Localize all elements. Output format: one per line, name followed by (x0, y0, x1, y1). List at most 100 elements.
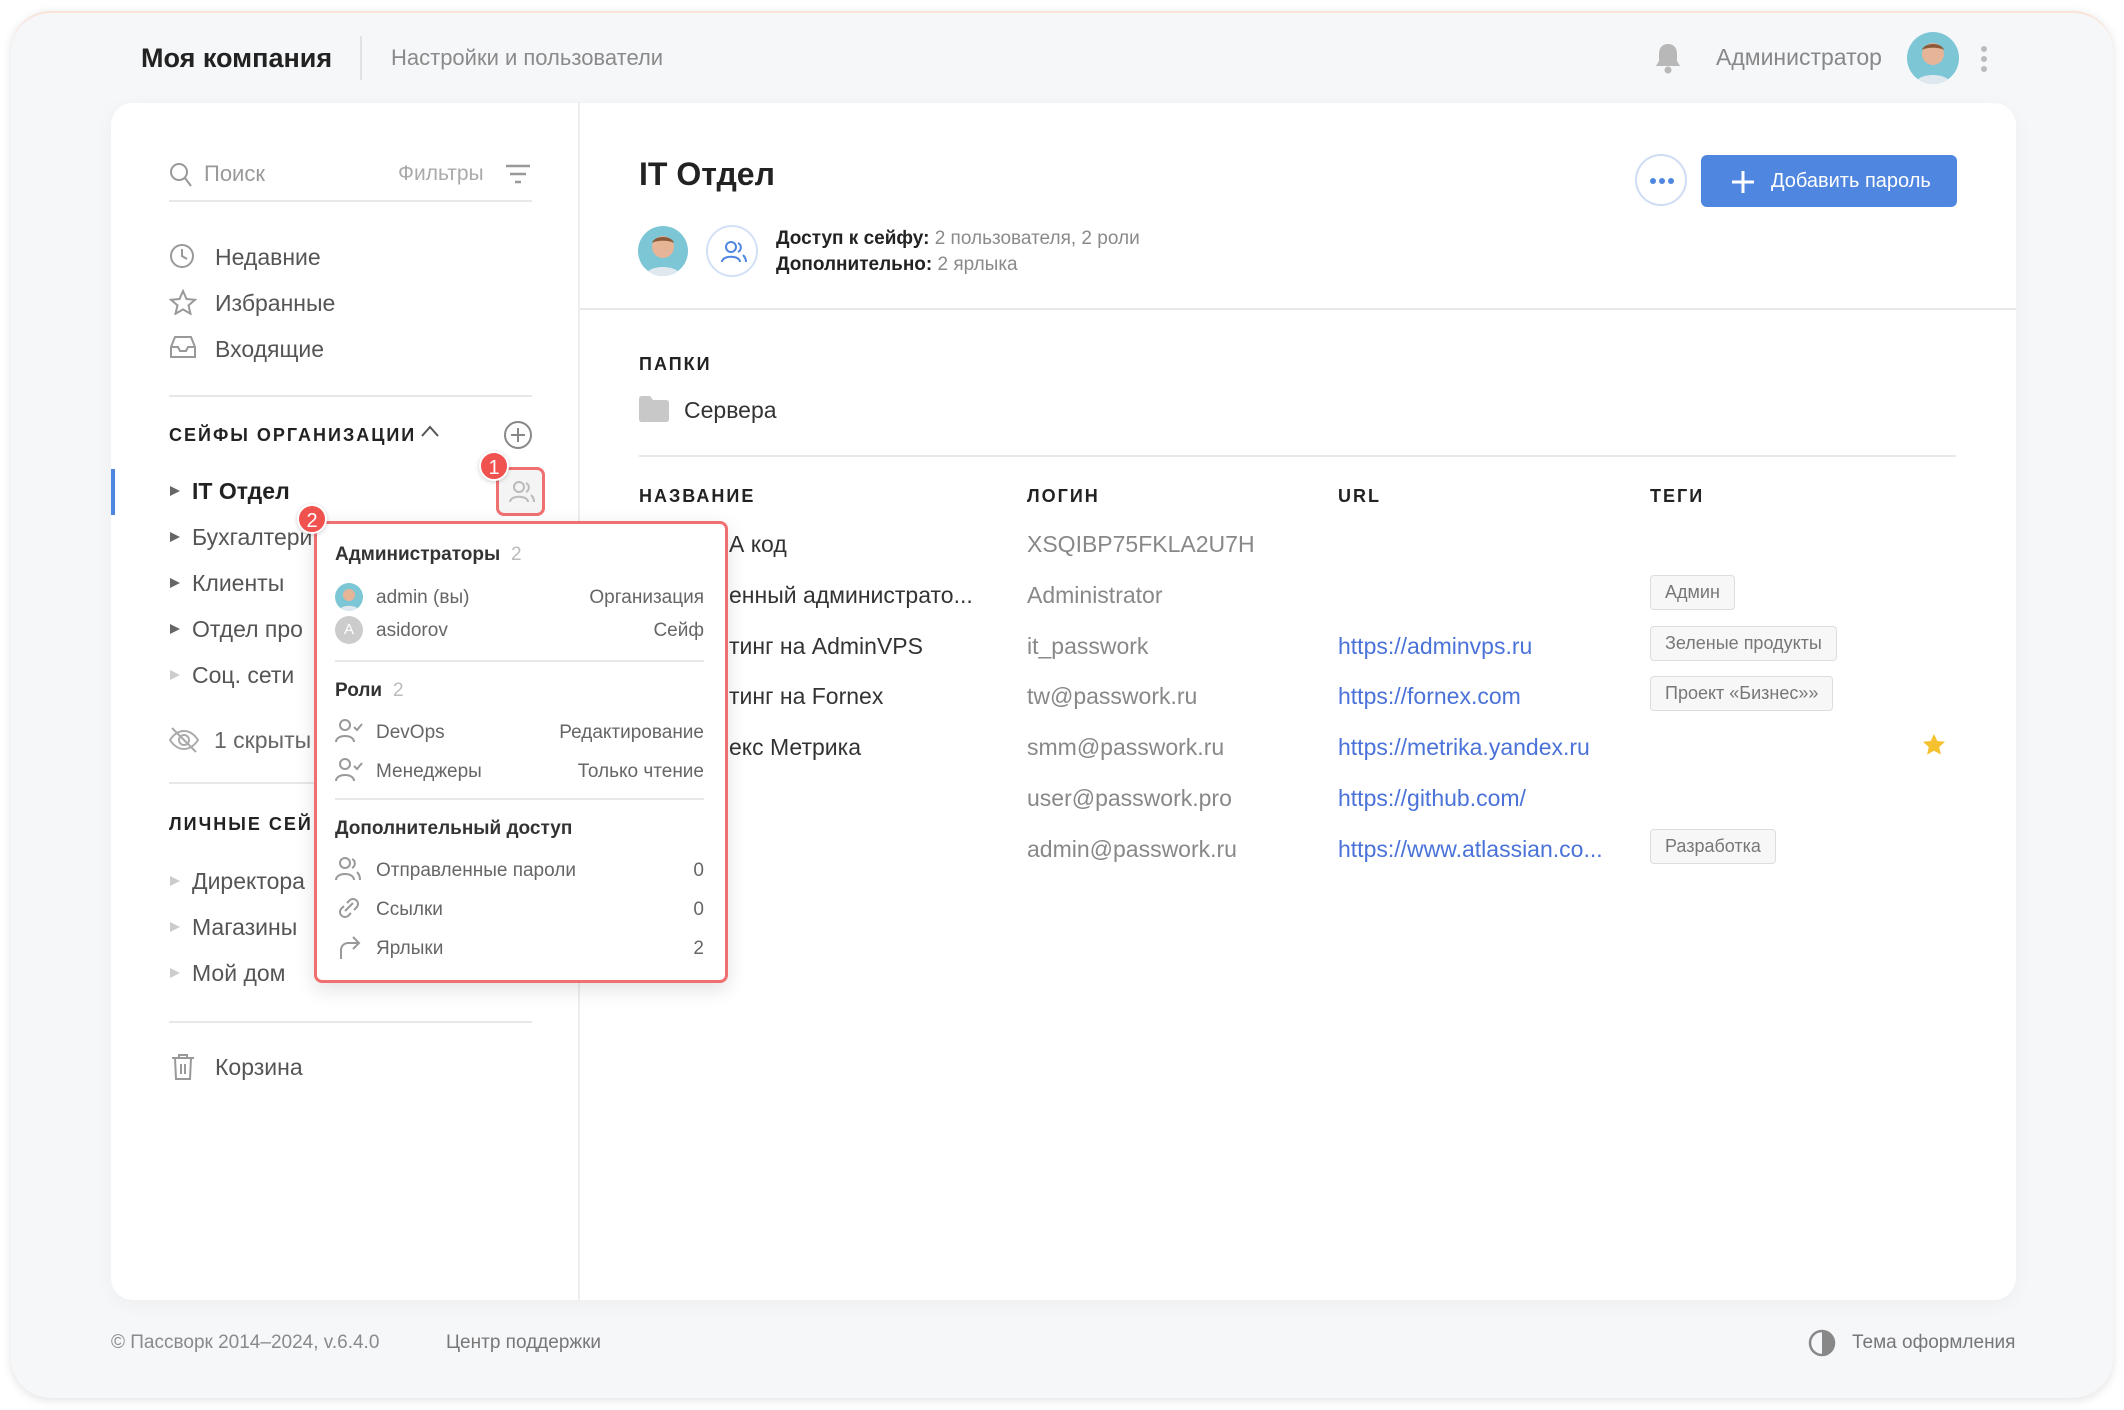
vault-access-button[interactable] (706, 225, 758, 277)
admin-avatar: A (335, 616, 363, 644)
add-vault-icon[interactable] (503, 420, 533, 455)
favorite-star-icon[interactable] (1922, 733, 1946, 762)
row-tag[interactable]: Админ (1650, 574, 1735, 610)
row-login[interactable]: tw@passwork.ru (1027, 683, 1198, 710)
hidden-vaults-link[interactable]: 1 скрыты (214, 727, 312, 753)
nav-divider (169, 395, 532, 397)
theme-toggle[interactable]: Тема оформления (1852, 1332, 2016, 1353)
row-tag[interactable]: Зеленые продукты (1650, 625, 1837, 661)
role-name[interactable]: DevOps (376, 722, 445, 743)
caret-right-icon[interactable] (169, 484, 181, 502)
copyright: © Пассворк 2014–2024, v.6.4.0 (111, 1332, 380, 1353)
vault-item[interactable]: Магазины (169, 912, 469, 942)
breadcrumb-settings[interactable]: Настройки и пользователи (391, 45, 664, 70)
chevron-up-icon[interactable] (420, 424, 440, 443)
role-icon (335, 757, 363, 788)
caret-right-icon[interactable] (169, 622, 181, 640)
roles-title: Роли (335, 680, 383, 701)
sidebar-item-1[interactable]: Избранные (168, 288, 529, 320)
support-link[interactable]: Центр поддержки (446, 1332, 602, 1353)
user-name[interactable]: Администратор (1716, 44, 1882, 70)
column-header[interactable]: НАЗВАНИЕ (639, 486, 756, 506)
folder-item[interactable]: Сервера (684, 397, 777, 423)
vault-label: Магазины (192, 914, 298, 940)
user-avatar[interactable] (1907, 32, 1959, 84)
owner-avatar[interactable] (638, 226, 688, 276)
role-name[interactable]: Менеджеры (376, 761, 482, 782)
vault-item[interactable]: Директора (169, 866, 469, 896)
sidebar-item-label: Входящие (215, 336, 325, 362)
bell-icon[interactable] (1654, 42, 1682, 74)
admins-count: 2 (511, 544, 522, 565)
filter-icon[interactable] (505, 164, 531, 189)
star-icon (168, 288, 198, 320)
row-login[interactable]: it_passwork (1027, 632, 1149, 659)
vault-item[interactable]: Соц. сети (169, 660, 469, 690)
access-value[interactable]: 2 пользователя, 2 роли (934, 228, 1140, 249)
row-login[interactable]: smm@passwork.ru (1027, 734, 1225, 761)
admin-name[interactable]: asidorov (376, 620, 448, 641)
add-password-button[interactable]: Добавить пароль (1701, 155, 1957, 207)
row-url[interactable]: https://fornex.com (1338, 683, 1521, 710)
inbox-icon (169, 335, 197, 364)
column-header[interactable]: URL (1338, 486, 1381, 506)
row-url[interactable]: https://metrika.yandex.ru (1338, 734, 1590, 761)
popup-divider (335, 798, 704, 800)
folder-icon (639, 396, 669, 427)
vault-label: Бухгалтери (192, 524, 313, 550)
step-badge-2: 2 (297, 504, 327, 534)
row-tag[interactable]: Разработка (1650, 828, 1776, 864)
row-login[interactable]: admin@passwork.ru (1027, 835, 1237, 862)
row-login[interactable]: Administrator (1027, 581, 1163, 608)
caret-right-icon[interactable] (169, 920, 181, 938)
vault-item[interactable]: Мой дом (169, 958, 469, 988)
vault-label: Мой дом (192, 960, 286, 986)
search-underline (169, 200, 532, 202)
theme-icon[interactable] (1808, 1329, 1836, 1362)
admin-avatar (335, 583, 363, 611)
more-vertical-icon[interactable] (1980, 46, 1988, 77)
caret-right-icon[interactable] (169, 966, 181, 984)
trash-link[interactable]: Корзина (215, 1054, 303, 1080)
row-login[interactable]: user@passwork.pro (1027, 785, 1232, 811)
eye-off-icon[interactable] (168, 726, 200, 759)
vault-item[interactable]: Отдел про (169, 614, 469, 644)
table-row[interactable] (639, 519, 1956, 567)
org-vaults-title: СЕЙФЫ ОРГАНИЗАЦИИ (169, 425, 417, 445)
row-url[interactable]: https://github.com/ (1338, 785, 1526, 811)
caret-right-icon[interactable] (169, 530, 181, 548)
extra-value[interactable]: 2 ярлыка (937, 254, 1018, 275)
column-header[interactable]: ТЕГИ (1650, 486, 1705, 506)
vault-item[interactable]: Бухгалтери (169, 522, 469, 552)
plus-icon (1732, 171, 1754, 193)
sidebar-item-label: Недавние (215, 244, 321, 270)
vault-item[interactable]: IT Отдел (169, 476, 469, 506)
search-input[interactable]: Поиск (204, 161, 265, 186)
table-row[interactable] (639, 773, 1956, 821)
sidebar-item-0[interactable]: Недавние (169, 242, 529, 272)
admin-name[interactable]: admin (вы) (376, 587, 470, 608)
extra-access-name[interactable]: Ссылки (376, 899, 443, 920)
vault-label: IT Отдел (192, 478, 290, 504)
column-header[interactable]: ЛОГИН (1027, 486, 1100, 506)
vault-item[interactable]: Клиенты (169, 568, 469, 598)
row-name: тинг на AdminVPS (729, 632, 923, 659)
row-url[interactable]: https://www.atlassian.co... (1338, 835, 1603, 862)
sidebar-item-2[interactable]: Входящие (169, 334, 529, 364)
trash-icon[interactable] (171, 1053, 195, 1086)
personal-vaults-title: ЛИЧНЫЕ СЕЙ (169, 814, 313, 834)
add-password-label: Добавить пароль (1771, 170, 1931, 192)
extra-access-count: 0 (693, 899, 704, 920)
filters-button[interactable]: Фильтры (398, 162, 484, 185)
caret-right-icon[interactable] (169, 576, 181, 594)
extra-access-name[interactable]: Ярлыки (376, 938, 444, 959)
caret-right-icon[interactable] (169, 874, 181, 892)
row-url[interactable]: https://adminvps.ru (1338, 632, 1533, 659)
extra-access-name[interactable]: Отправленные пароли (376, 860, 576, 881)
header-divider-main (580, 308, 2016, 310)
company-name[interactable]: Моя компания (141, 43, 333, 73)
more-button[interactable] (1635, 154, 1687, 206)
caret-right-icon[interactable] (169, 668, 181, 686)
row-login[interactable]: XSQIBP75FKLA2U7H (1027, 531, 1255, 557)
row-tag[interactable]: Проект «Бизнес»» (1650, 676, 1834, 712)
